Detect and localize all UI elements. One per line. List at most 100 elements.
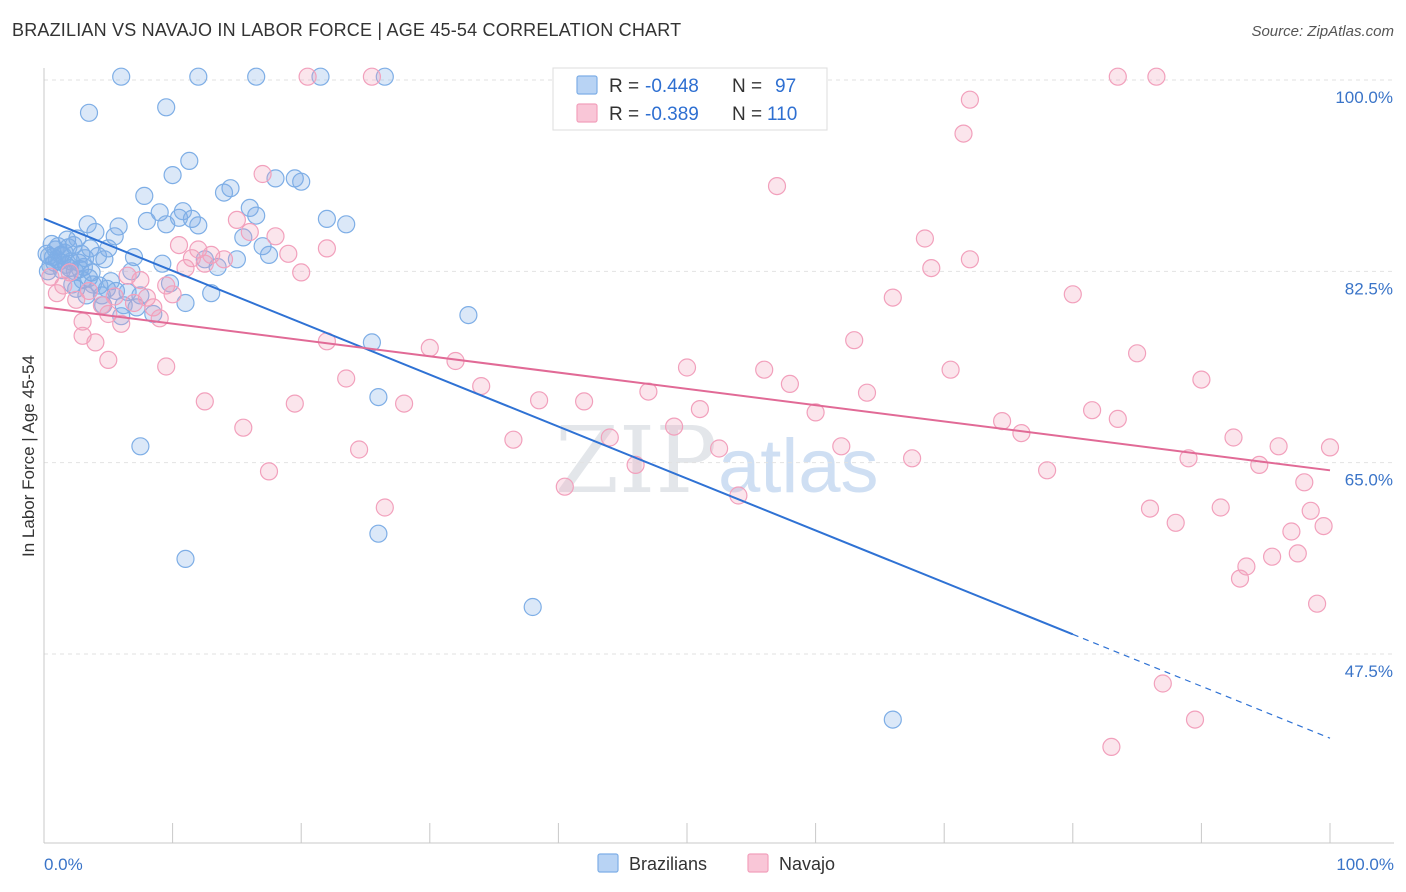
navajo-point-74: [1037, 461, 1057, 480]
navajo-point-57: [677, 358, 697, 377]
stats-legend-n-label-brazilians: N =: [732, 76, 762, 97]
navajo-point-65: [845, 331, 864, 350]
brazilians-point-78: [247, 206, 266, 225]
legend-swatch-navajo: [747, 853, 769, 873]
navajo-point-3: [60, 263, 79, 282]
navajo-point-100: [960, 90, 980, 109]
navajo-point-108: [362, 67, 381, 86]
navajo-point-67: [883, 288, 902, 307]
brazilians-trend-line: [43, 217, 1074, 636]
navajo-point-29: [253, 164, 272, 184]
y-tick-label-1: 82.5%: [1345, 279, 1393, 298]
stats-legend-n-value-navajo: 110: [767, 104, 797, 125]
brazilians-trend-line-extension: [1072, 633, 1331, 739]
navajo-point-54: [626, 455, 645, 474]
series-legend: Brazilians Navajo: [597, 853, 835, 874]
brazilians-point-84: [317, 209, 336, 228]
navajo-point-26: [214, 250, 234, 269]
navajo-point-34: [73, 326, 92, 345]
brazilians-point-80: [259, 245, 279, 264]
navajo-point-62: [780, 374, 800, 393]
navajo-point-84: [1224, 428, 1243, 447]
brazilians-point-87: [112, 67, 131, 86]
navajo-point-75: [1063, 285, 1082, 304]
axes: [43, 68, 1394, 844]
navajo-point-81: [1179, 449, 1198, 468]
brazilians-point-69: [189, 216, 208, 235]
brazilians-point-67: [180, 151, 199, 170]
navajo-point-80: [1166, 513, 1185, 532]
navajo-point-103: [1108, 67, 1127, 86]
stats-legend-r-label-brazilians: R =: [609, 76, 639, 97]
y-tick-labels: 100.0% 82.5% 65.0% 47.5%: [1335, 88, 1393, 681]
brazilians-point-90: [247, 67, 266, 86]
stats-legend-r-value-navajo: -0.389: [645, 104, 699, 125]
navajo-point-82: [1192, 370, 1211, 389]
watermark-zip: ZIP: [555, 407, 717, 514]
navajo-point-6: [79, 281, 99, 301]
brazilians-point-75: [227, 250, 246, 269]
navajo-point-95: [1288, 544, 1307, 563]
navajo-point-88: [1269, 437, 1288, 456]
navajo-point-89: [1282, 522, 1301, 541]
chart-source: Source: ZipAtlas.com: [1251, 23, 1394, 40]
navajo-point-73: [1012, 424, 1031, 443]
brazilians-point-46: [105, 227, 124, 246]
brazilians-point-66: [176, 293, 195, 313]
navajo-point-37: [195, 392, 214, 411]
brazilians-point-68: [182, 209, 201, 228]
y-tick-label-3: 47.5%: [1345, 662, 1393, 681]
stats-legend-r-value-brazilians: -0.448: [645, 76, 699, 97]
watermark-atlas: atlas: [718, 424, 879, 509]
navajo-point-51: [555, 477, 574, 496]
navajo-point-42: [337, 369, 356, 388]
brazilians-point-32: [78, 215, 97, 234]
navajo-point-44: [375, 498, 394, 517]
brazilians-point-56: [135, 186, 154, 205]
navajo-point-68: [902, 449, 922, 468]
navajo-point-20: [169, 236, 189, 255]
brazilians-point-34: [81, 239, 100, 258]
chart-title: BRAZILIAN VS NAVAJO IN LABOR FORCE | AGE…: [12, 20, 682, 40]
brazilians-point-89: [189, 67, 208, 86]
navajo-point-4: [67, 290, 86, 309]
navajo-point-69: [922, 259, 941, 278]
navajo-point-97: [1185, 710, 1205, 729]
x-tick-label-max: 100.0%: [1336, 855, 1394, 874]
navajo-point-70: [941, 360, 960, 379]
brazilians-point-45: [101, 272, 121, 291]
navajo-point-58: [690, 400, 710, 419]
navajo-point-43: [350, 440, 369, 459]
gridlines: [44, 79, 1394, 655]
navajo-point-35: [99, 350, 118, 369]
navajo-point-94: [1301, 501, 1320, 520]
navajo-point-59: [709, 439, 729, 458]
navajo-point-96: [1230, 569, 1250, 588]
navajo-point-87: [1262, 547, 1282, 566]
navajo-point-101: [1147, 67, 1166, 86]
navajo-point-66: [857, 383, 877, 402]
brazilians-point-96: [176, 549, 195, 569]
navajo-trend-line: [43, 306, 1331, 472]
brazilians-point-74: [221, 179, 240, 198]
navajo-point-11: [112, 314, 131, 333]
stats-legend: R = -0.448 N = 97 R = -0.389 N = 110: [552, 67, 828, 131]
navajo-point-53: [600, 428, 619, 447]
brazilians-point-57: [137, 211, 156, 231]
navajo-point-63: [806, 403, 825, 422]
navajo-point-30: [266, 227, 285, 246]
navajo-point-49: [504, 430, 523, 449]
navajo-point-10: [105, 287, 124, 306]
navajo-point-86: [1250, 455, 1269, 474]
navajo-point-28: [240, 222, 259, 242]
brazilians-point-99: [523, 597, 542, 617]
y-tick-label-0: 100.0%: [1335, 88, 1393, 107]
navajo-point-77: [1108, 409, 1127, 428]
navajo-point-76: [1082, 401, 1102, 420]
brazilians-point-97: [369, 524, 388, 543]
navajo-point-104: [767, 177, 787, 196]
navajo-point-45: [395, 394, 414, 413]
brazilians-point-98: [459, 306, 478, 325]
x-ticks: [43, 823, 1331, 843]
